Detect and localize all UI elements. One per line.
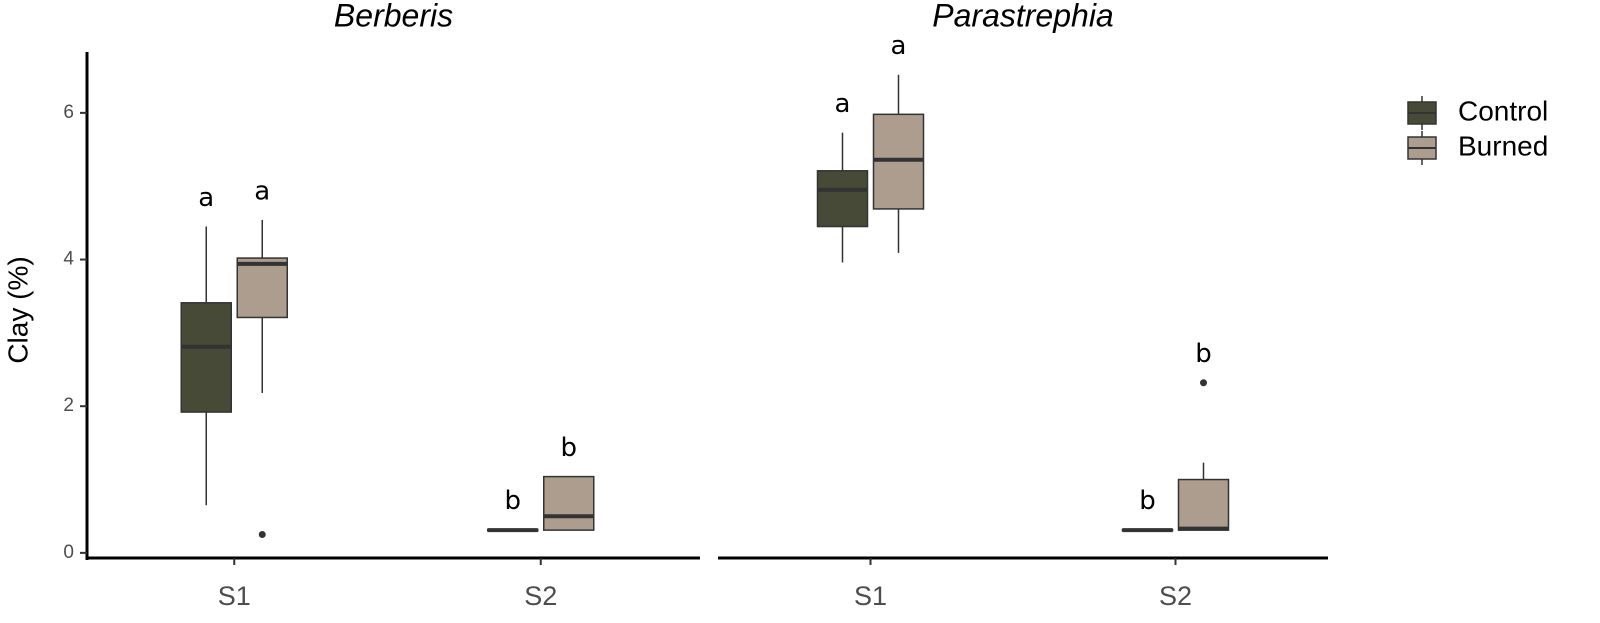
x-tick-label: S2 xyxy=(1159,581,1192,611)
box xyxy=(543,475,595,531)
outlier xyxy=(258,531,266,539)
box xyxy=(180,302,232,413)
facet-title: Berberis xyxy=(334,0,453,33)
significance-letter: a xyxy=(254,176,270,206)
significance-letter: b xyxy=(560,433,577,463)
x-tick-label: S2 xyxy=(524,581,557,611)
facet-title: Parastrephia xyxy=(932,0,1113,33)
x-tick-label: S1 xyxy=(218,581,251,611)
significance-letter: a xyxy=(891,31,907,61)
significance-letter: a xyxy=(835,89,851,119)
legend-label: Control xyxy=(1458,95,1548,126)
significance-letter: b xyxy=(1139,486,1156,516)
box xyxy=(1177,478,1230,531)
significance-letter: b xyxy=(1195,339,1212,369)
y-tick-label: 4 xyxy=(63,249,74,270)
box xyxy=(236,257,288,319)
y-tick-label: 2 xyxy=(63,395,74,416)
y-tick-label: 0 xyxy=(63,542,74,563)
legend-label: Burned xyxy=(1458,130,1548,161)
y-axis-label: Clay (%) xyxy=(2,256,33,363)
significance-letter: b xyxy=(504,486,521,516)
significance-letter: a xyxy=(198,183,214,213)
x-tick-label: S1 xyxy=(854,581,887,611)
outlier xyxy=(1200,379,1207,387)
box xyxy=(816,170,869,228)
y-tick-label: 6 xyxy=(63,102,74,123)
